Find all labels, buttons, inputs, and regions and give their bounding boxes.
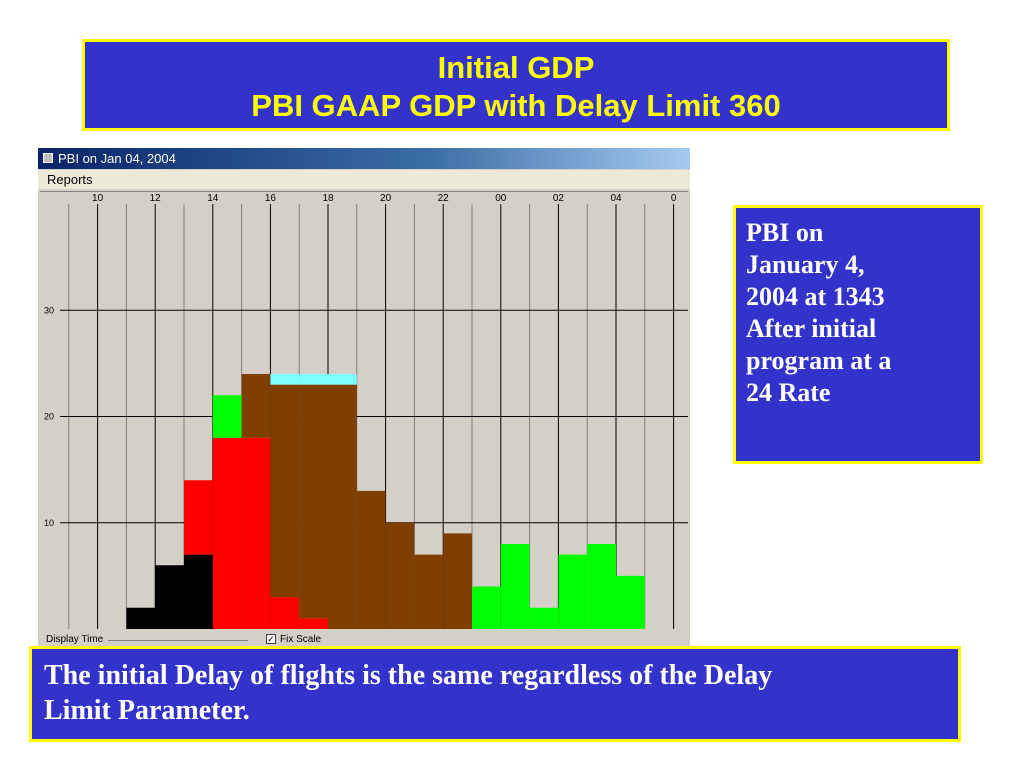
x-tick-label: 12 <box>150 193 162 204</box>
bar-segment-brown <box>414 554 444 629</box>
x-tick-label: 16 <box>265 193 277 204</box>
x-tick-label: 02 <box>553 193 565 204</box>
display-time-groupbox-line <box>108 640 248 641</box>
bar-segment-green <box>472 586 501 629</box>
bar-segment-brown <box>328 384 357 629</box>
bar-segment-red <box>241 437 271 629</box>
window-titlebar[interactable]: PBI on Jan 04, 2004 <box>38 148 690 169</box>
side-note-line: PBI on <box>746 218 824 247</box>
slide-title-line-1: Initial GDP <box>437 50 595 85</box>
bar-segment-brown <box>356 490 386 629</box>
bar-segment-brown <box>241 374 271 438</box>
slide-title-line-2: PBI GAAP GDP with Delay Limit 360 <box>251 88 781 123</box>
x-tick-label: 18 <box>322 193 334 204</box>
x-tick-label: 0 <box>671 193 677 204</box>
bar-segment-green <box>500 544 530 629</box>
bar-segment-cyan <box>328 374 357 385</box>
bar-segment-brown <box>443 533 472 629</box>
menu-bar: Reports <box>38 170 690 189</box>
bar-segment-brown <box>270 384 300 598</box>
bar-segment-black <box>126 607 156 629</box>
slide-title: Initial GDP PBI GAAP GDP with Delay Limi… <box>82 39 950 131</box>
window-title: PBI on Jan 04, 2004 <box>58 151 176 166</box>
window-app-icon[interactable] <box>43 153 53 163</box>
y-tick-label: 10 <box>44 518 54 528</box>
bar-segment-red <box>270 597 300 629</box>
fix-scale-label[interactable]: Fix Scale <box>280 634 322 645</box>
bar-segment-green <box>529 607 559 629</box>
menu-reports[interactable]: Reports <box>47 172 93 187</box>
demand-bar-chart: 10 20 30 10 12 14 16 18 20 22 00 02 04 0 <box>44 193 688 629</box>
bottom-note-line: The initial Delay of flights is the same… <box>44 660 773 691</box>
bar-segment-brown <box>385 522 415 629</box>
x-tick-label: 14 <box>207 193 219 204</box>
side-note-line: program at a <box>746 346 892 375</box>
bar-segment-brown <box>299 384 328 619</box>
bottom-note: The initial Delay of flights is the same… <box>29 646 961 742</box>
display-time-label: Display Time <box>46 634 104 645</box>
fix-scale-checkbox[interactable]: ✓ <box>266 634 276 644</box>
x-tick-label: 00 <box>495 193 507 204</box>
bar-segment-black <box>184 554 213 629</box>
x-tick-label: 10 <box>92 193 104 204</box>
bar-segment-red <box>184 480 213 555</box>
y-tick-label: 20 <box>44 412 54 422</box>
bar-segment-green <box>587 544 616 629</box>
bottom-note-line: Limit Parameter. <box>44 695 250 726</box>
bar-segment-red <box>299 618 328 629</box>
bar-segment-green <box>558 554 588 629</box>
bottom-controls: Display Time ✓ Fix Scale <box>38 633 690 646</box>
chart-area: 10 20 30 10 12 14 16 18 20 22 00 02 04 0 <box>40 191 688 629</box>
bar-segment-red <box>212 437 242 629</box>
bar-segment-black <box>155 565 184 629</box>
side-note-line: January 4, <box>746 250 865 279</box>
side-note-line: 2004 at 1343 <box>746 282 885 311</box>
x-tick-label: 20 <box>380 193 392 204</box>
bar-segment-cyan <box>299 374 328 385</box>
app-window: PBI on Jan 04, 2004 Reports 10 20 30 10 12 14… <box>38 148 690 646</box>
x-tick-label: 22 <box>438 193 450 204</box>
bar-segment-green <box>212 395 242 438</box>
y-tick-label: 30 <box>44 305 54 315</box>
bar-segment-green <box>616 575 645 629</box>
x-tick-label: 04 <box>610 193 622 204</box>
side-note: PBI on January 4, 2004 at 1343 After ini… <box>733 205 983 464</box>
side-note-line: 24 Rate <box>746 378 831 407</box>
side-note-line: After initial <box>746 314 877 343</box>
bar-segment-cyan <box>270 374 300 385</box>
